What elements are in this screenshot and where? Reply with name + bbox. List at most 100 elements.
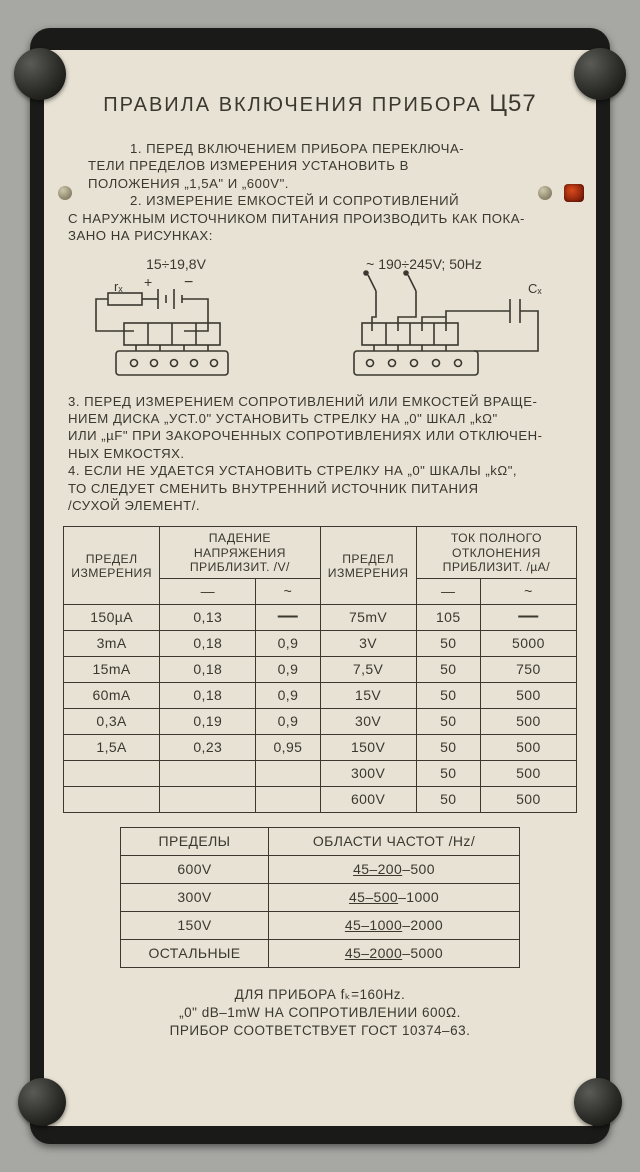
table-cell: 7,5V xyxy=(320,656,416,682)
corner-screw-tl xyxy=(14,48,66,100)
t1-range-header: ПРЕДЕЛИЗМЕРЕНИЯ xyxy=(64,527,160,604)
t1-dc2: — xyxy=(416,578,480,604)
table-row: 300V50500 xyxy=(64,760,577,786)
instruction-2b: С НАРУЖНЫМ ИСТОЧНИКОМ ПИТАНИЯ ПРОИЗВОДИТ… xyxy=(68,210,572,245)
table-row: 3mA0,180,93V505000 xyxy=(64,630,577,656)
indicator-led xyxy=(564,184,584,202)
table-row: 150µA0,13—75mV105— xyxy=(64,604,577,630)
table-row: 300V45–500–1000 xyxy=(121,883,520,911)
table-cell: 150V xyxy=(121,911,269,939)
instruction-3: 3. ПЕРЕД ИЗМЕРЕНИЕМ СОПРОТИВЛЕНИЙ ИЛИ ЕМ… xyxy=(68,393,572,463)
table-cell: ОСТАЛЬНЫЕ xyxy=(121,939,269,967)
table-cell: 50 xyxy=(416,630,480,656)
t1-ac2: ~ xyxy=(480,578,576,604)
table-cell: 45–2000–5000 xyxy=(269,939,520,967)
table-cell xyxy=(256,786,320,812)
table-cell: 50 xyxy=(416,760,480,786)
table-row: ОСТАЛЬНЫЕ45–2000–5000 xyxy=(121,939,520,967)
corner-screw-tr xyxy=(574,48,626,100)
table-cell: 0,19 xyxy=(160,708,256,734)
instructions-bottom: 3. ПЕРЕД ИЗМЕРЕНИЕМ СОПРОТИВЛЕНИЙ ИЛИ ЕМ… xyxy=(68,393,572,515)
table-cell: 45–200–500 xyxy=(269,855,520,883)
title-text: ПРАВИЛА ВКЛЮЧЕНИЯ ПРИБОРА xyxy=(103,94,482,116)
table-cell xyxy=(160,760,256,786)
table-cell xyxy=(64,786,160,812)
instruction-4: 4. ЕСЛИ НЕ УДАЕТСЯ УСТАНОВИТЬ СТРЕЛКУ НА… xyxy=(68,462,572,514)
table-cell: 500 xyxy=(480,682,576,708)
table-cell: 0,9 xyxy=(256,656,320,682)
panel-title: ПРАВИЛА ВКЛЮЧЕНИЯ ПРИБОРА Ц57 xyxy=(102,90,538,118)
t1-drop-header: ПАДЕНИЕНАПРЯЖЕНИЯПРИБЛИЗИТ. /V/ xyxy=(160,527,320,578)
panel-screw-left xyxy=(58,186,72,200)
table-row: 15mA0,180,97,5V50750 xyxy=(64,656,577,682)
table-cell: 500 xyxy=(480,786,576,812)
model-number: Ц57 xyxy=(489,90,536,117)
table-cell xyxy=(160,786,256,812)
table-cell: 300V xyxy=(121,883,269,911)
table-row: 1,5A0,230,95150V50500 xyxy=(64,734,577,760)
table-cell: 60mA xyxy=(64,682,160,708)
table-cell: 0,95 xyxy=(256,734,320,760)
footer-line-2: „0" dB–1mW НА СОПРОТИВЛЕНИИ 600Ω. xyxy=(62,1004,578,1022)
table-cell: — xyxy=(480,604,576,630)
table-cell xyxy=(64,760,160,786)
table-cell: 3V xyxy=(320,630,416,656)
circuit-diagrams: 15÷19,8V rₓ + − xyxy=(62,255,578,385)
table-cell: 50 xyxy=(416,786,480,812)
table-cell: 15V xyxy=(320,682,416,708)
table-cell: 0,23 xyxy=(160,734,256,760)
table-cell: 500 xyxy=(480,760,576,786)
table-cell: 50 xyxy=(416,734,480,760)
table-cell: 50 xyxy=(416,656,480,682)
t1-ac1: ~ xyxy=(256,578,320,604)
table-cell: 600V xyxy=(320,786,416,812)
t2-h1: ПРЕДЕЛЫ xyxy=(121,827,269,855)
table-cell: 0,3A xyxy=(64,708,160,734)
table-cell: 105 xyxy=(416,604,480,630)
diag2-voltage-label: ~ 190÷245V; 50Hz xyxy=(366,256,482,272)
instruction-2a: 2. ИЗМЕРЕНИЕ ЕМКОСТЕЙ И СОПРОТИВЛЕНИЙ xyxy=(68,192,572,209)
table-cell: 600V xyxy=(121,855,269,883)
footer-text: ДЛЯ ПРИБОРА fₖ=160Hz. „0" dB–1mW НА СОПР… xyxy=(62,986,578,1041)
table-cell: 300V xyxy=(320,760,416,786)
svg-text:+: + xyxy=(144,274,152,290)
diag1-rx-label: rₓ xyxy=(114,279,123,294)
footer-line-1: ДЛЯ ПРИБОРА fₖ=160Hz. xyxy=(62,986,578,1004)
table-cell: 500 xyxy=(480,708,576,734)
t2-h2: ОБЛАСТИ ЧАСТОТ /Hz/ xyxy=(269,827,520,855)
table-cell: 0,13 xyxy=(160,604,256,630)
table-cell: 0,18 xyxy=(160,630,256,656)
table-cell: 50 xyxy=(416,708,480,734)
table-cell: 0,9 xyxy=(256,630,320,656)
table-cell: 0,9 xyxy=(256,708,320,734)
table-row: 0,3A0,190,930V50500 xyxy=(64,708,577,734)
table-row: 600V45–200–500 xyxy=(121,855,520,883)
panel-screw-right xyxy=(538,186,552,200)
table-cell: — xyxy=(256,604,320,630)
corner-screw-br xyxy=(574,1078,622,1126)
table-cell: 30V xyxy=(320,708,416,734)
diag1-voltage-label: 15÷19,8V xyxy=(146,256,207,272)
table-cell: 150µA xyxy=(64,604,160,630)
table-row: 600V50500 xyxy=(64,786,577,812)
diag2-cx-label: Cₓ xyxy=(528,281,542,296)
table-cell: 750 xyxy=(480,656,576,682)
table-cell: 500 xyxy=(480,734,576,760)
table-cell xyxy=(256,760,320,786)
table-cell: 15mA xyxy=(64,656,160,682)
footer-line-3: ПРИБОР СООТВЕТСТВУЕТ ГОСТ 10374–63. xyxy=(62,1022,578,1040)
table-cell: 0,18 xyxy=(160,682,256,708)
table-cell: 5000 xyxy=(480,630,576,656)
instructions-top: 1. ПЕРЕД ВКЛЮЧЕНИЕМ ПРИБОРА ПЕРЕКЛЮЧА-ТЕ… xyxy=(68,140,572,245)
table-cell: 45–500–1000 xyxy=(269,883,520,911)
frequency-table: ПРЕДЕЛЫ ОБЛАСТИ ЧАСТОТ /Hz/ 600V45–200–5… xyxy=(120,827,520,968)
table-row: 60mA0,180,915V50500 xyxy=(64,682,577,708)
t1-defl-header: ТОК ПОЛНОГООТКЛОНЕНИЯПРИБЛИЗИТ. /µA/ xyxy=(416,527,576,578)
t1-dc1: — xyxy=(160,578,256,604)
table-cell: 1,5A xyxy=(64,734,160,760)
table-cell: 3mA xyxy=(64,630,160,656)
circuit-diagram-ac: ~ 190÷245V; 50Hz Cₓ xyxy=(314,255,564,385)
table-cell: 50 xyxy=(416,682,480,708)
svg-text:−: − xyxy=(184,274,193,291)
table-cell: 75mV xyxy=(320,604,416,630)
